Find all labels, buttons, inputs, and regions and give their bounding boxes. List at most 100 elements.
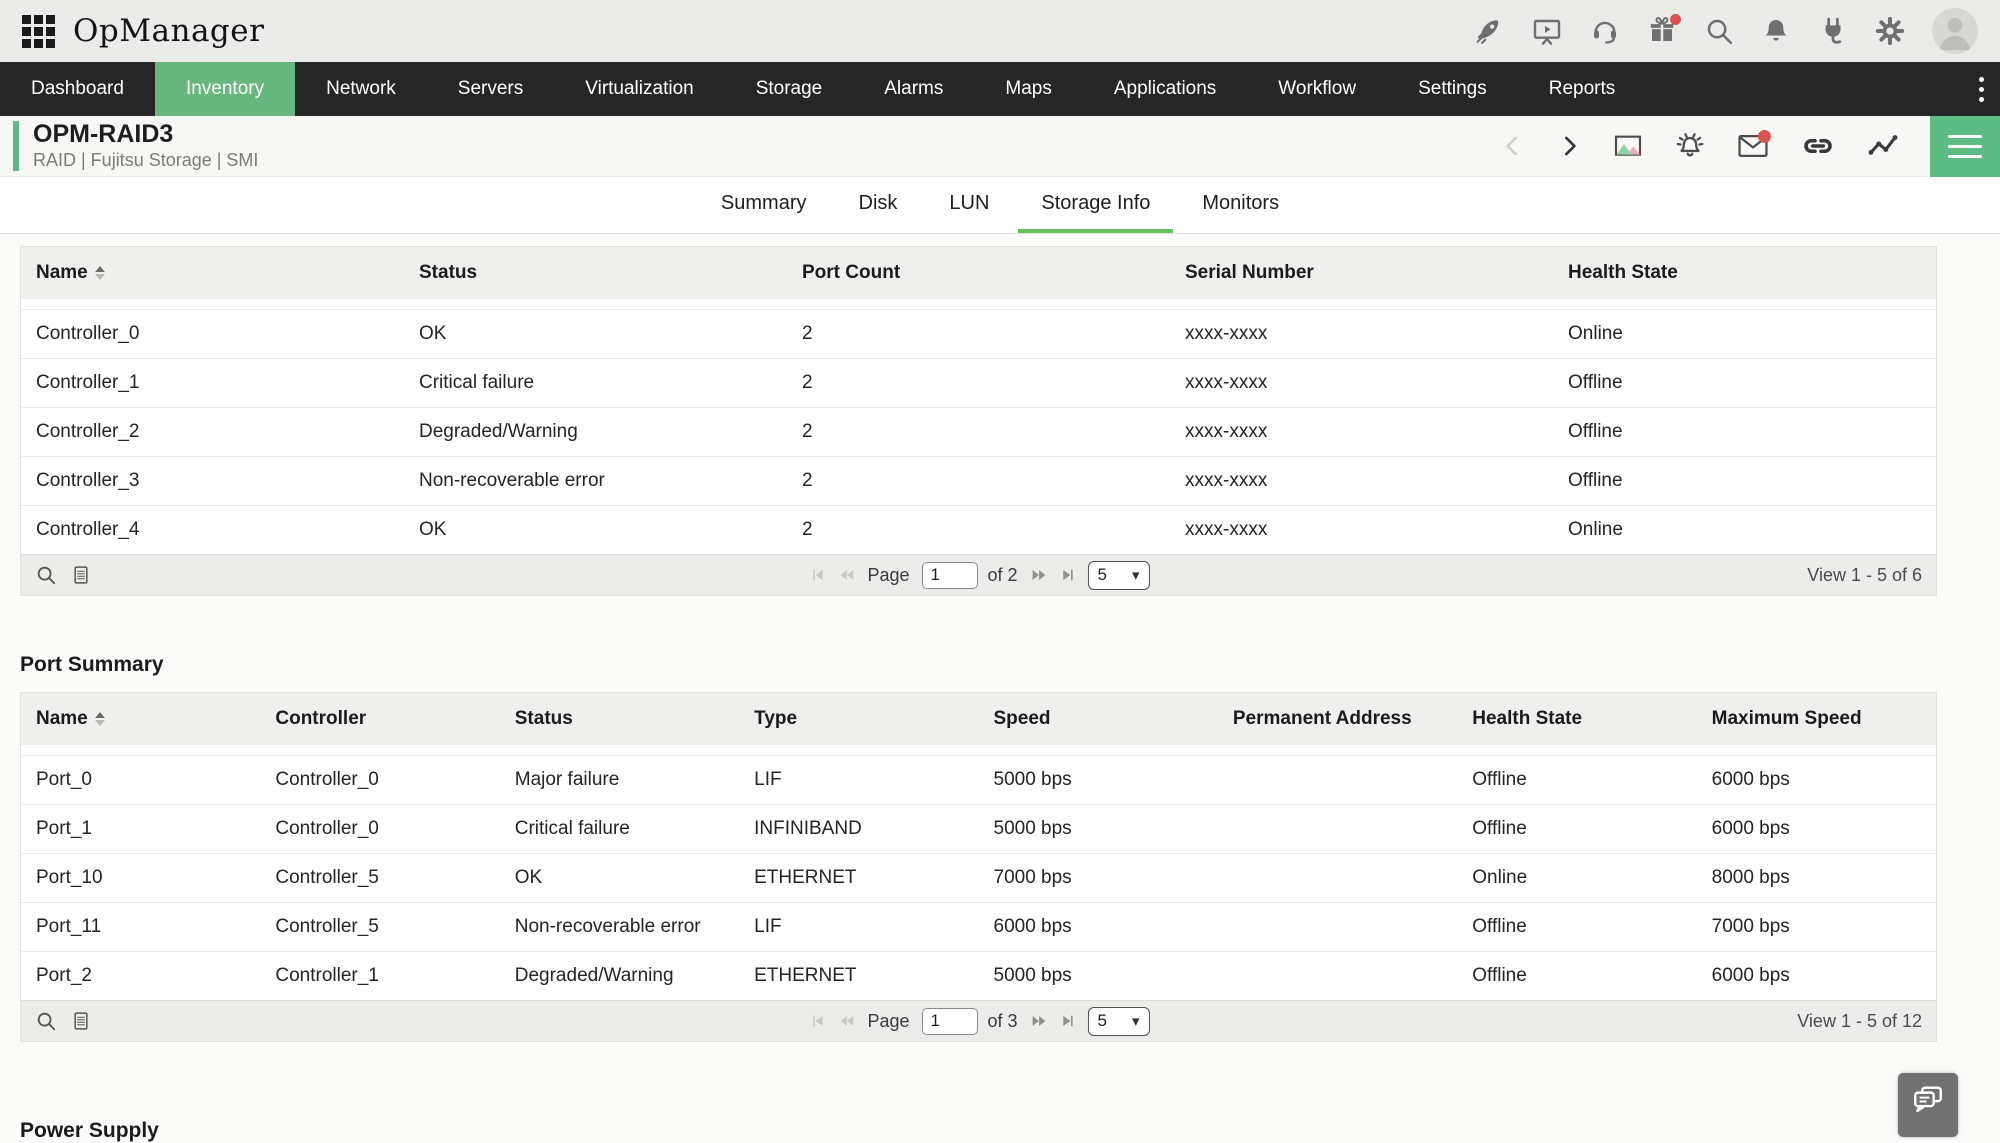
table-search-icon[interactable] xyxy=(35,564,57,586)
next-page-icon[interactable] xyxy=(1028,567,1050,583)
table-row[interactable]: Port_2 Controller_1 Degraded/Warning ETHERN… xyxy=(21,951,1936,1000)
page-of-total: of 3 xyxy=(987,1010,1018,1031)
previous-page-icon[interactable] xyxy=(835,567,857,583)
alarm-bell-icon[interactable] xyxy=(1674,130,1706,162)
cell-name: Port_2 xyxy=(36,965,92,986)
nav-item-workflow[interactable]: Workflow xyxy=(1278,78,1357,99)
column-chooser-icon[interactable] xyxy=(71,564,91,586)
next-device-chevron-icon[interactable] xyxy=(1556,133,1582,159)
cell-health: Online xyxy=(1568,323,1623,344)
nav-item-servers[interactable]: Servers xyxy=(457,78,524,99)
column-header-serial-number[interactable]: Serial Number xyxy=(1185,262,1314,283)
device-menu-hamburger-icon[interactable] xyxy=(1930,115,2000,177)
nav-item-settings[interactable]: Settings xyxy=(1418,78,1487,99)
page-size-select[interactable]: 5 ▾ xyxy=(1087,560,1150,590)
presentation-icon[interactable] xyxy=(1531,15,1563,47)
tab-summary[interactable]: Summary xyxy=(720,191,807,214)
cell-port_count: 2 xyxy=(802,323,813,344)
snapshot-image-icon[interactable] xyxy=(1612,130,1644,162)
nav-item-applications[interactable]: Applications xyxy=(1113,78,1217,99)
cell-max_speed: 8000 bps xyxy=(1711,867,1790,888)
cell-speed: 5000 bps xyxy=(993,769,1072,790)
nav-item-virtualization[interactable]: Virtualization xyxy=(585,78,694,99)
column-header-health-state[interactable]: Health State xyxy=(1472,708,1583,729)
performance-graph-icon[interactable] xyxy=(1866,129,1900,163)
table-row[interactable]: Port_1 Controller_0 Critical failure INFINI… xyxy=(21,804,1936,853)
device-title: OPM-RAID3 xyxy=(33,120,174,149)
column-header-status[interactable]: Status xyxy=(514,708,573,729)
column-header-status[interactable]: Status xyxy=(419,262,478,283)
nav-item-storage[interactable]: Storage xyxy=(755,78,823,99)
page-size-select[interactable]: 5 ▾ xyxy=(1087,1006,1150,1036)
table-search-icon[interactable] xyxy=(35,1010,57,1032)
table-row[interactable]: Port_0 Controller_0 Major failure LIF 5000 b… xyxy=(21,755,1936,804)
cell-health: Offline xyxy=(1568,421,1623,442)
nav-item-alarms[interactable]: Alarms xyxy=(884,78,944,99)
table-row[interactable]: Controller_2 Degraded/Warning 2 xxxx-xxxx Of… xyxy=(21,407,1936,456)
bell-icon[interactable] xyxy=(1761,16,1791,46)
nav-overflow-kebab-icon[interactable] xyxy=(1979,62,1984,116)
page-label: Page xyxy=(867,564,910,585)
column-header-permanent-address[interactable]: Permanent Address xyxy=(1232,708,1412,729)
cell-name: Controller_4 xyxy=(36,519,140,540)
page-number-input[interactable] xyxy=(921,561,978,589)
gear-icon[interactable] xyxy=(1875,16,1905,46)
column-header-speed[interactable]: Speed xyxy=(993,708,1051,729)
column-header-name[interactable]: Name xyxy=(21,708,260,730)
cell-serial: xxxx-xxxx xyxy=(1185,372,1268,393)
table-row[interactable]: Port_10 Controller_5 OK ETHERNET 7000 bps Onl… xyxy=(21,853,1936,902)
column-header-type[interactable]: Type xyxy=(754,708,798,729)
cell-name: Port_0 xyxy=(36,769,92,790)
tab-lun[interactable]: LUN xyxy=(949,191,990,214)
column-header-controller[interactable]: Controller xyxy=(275,708,367,729)
table-row[interactable]: Controller_4 OK 2 xxxx-xxxx Online xyxy=(21,505,1936,554)
page-number-input[interactable] xyxy=(921,1007,978,1035)
column-header-health-state[interactable]: Health State xyxy=(1568,262,1678,283)
cell-controller: Controller_5 xyxy=(275,867,379,888)
tab-monitors[interactable]: Monitors xyxy=(1202,191,1280,214)
column-header-maximum-speed[interactable]: Maximum Speed xyxy=(1711,708,1862,729)
previous-device-chevron-icon[interactable] xyxy=(1500,133,1526,159)
email-envelope-icon[interactable] xyxy=(1736,129,1771,163)
nav-item-maps[interactable]: Maps xyxy=(1005,78,1052,99)
column-header-port-count[interactable]: Port Count xyxy=(802,262,901,283)
first-page-icon[interactable] xyxy=(807,1013,825,1029)
cell-port_count: 2 xyxy=(802,421,813,442)
user-avatar[interactable] xyxy=(1932,8,1978,54)
table-row[interactable]: Controller_1 Critical failure 2 xxxx-xxxx Of… xyxy=(21,358,1936,407)
nav-item-network[interactable]: Network xyxy=(326,78,396,99)
column-header-name[interactable]: Name xyxy=(21,262,404,284)
cell-name: Controller_3 xyxy=(36,470,140,491)
first-page-icon[interactable] xyxy=(807,567,825,583)
view-range-label: View 1 - 5 of 6 xyxy=(1807,564,1922,585)
previous-page-icon[interactable] xyxy=(835,1013,857,1029)
gift-icon[interactable] xyxy=(1647,14,1681,46)
last-page-icon[interactable] xyxy=(1060,1013,1078,1029)
launcher-grid-icon[interactable] xyxy=(22,14,55,48)
tab-storage-info[interactable]: Storage Info xyxy=(1018,177,1174,233)
feedback-chat-button[interactable] xyxy=(1898,1073,1958,1137)
cell-type: ETHERNET xyxy=(754,867,857,888)
table-row[interactable]: Port_11 Controller_5 Non-recoverable error… xyxy=(21,902,1936,951)
cell-serial: xxxx-xxxx xyxy=(1185,323,1268,344)
nav-item-inventory[interactable]: Inventory xyxy=(154,62,296,116)
chat-bubbles-icon xyxy=(1911,1082,1945,1116)
cell-speed: 5000 bps xyxy=(993,965,1072,986)
table-row[interactable]: Controller_0 OK 2 xxxx-xxxx Online xyxy=(21,309,1936,358)
nav-item-reports[interactable]: Reports xyxy=(1548,78,1616,99)
cell-max_speed: 6000 bps xyxy=(1711,769,1790,790)
plug-icon[interactable] xyxy=(1818,16,1848,46)
table-row[interactable]: Controller_3 Non-recoverable error 2 xxxx-x… xyxy=(21,456,1936,505)
tab-disk[interactable]: Disk xyxy=(858,191,898,214)
port-table: Name Controller Status Type Speed Perman… xyxy=(20,692,1937,1042)
nav-item-dashboard[interactable]: Dashboard xyxy=(31,78,124,99)
search-icon[interactable] xyxy=(1704,16,1734,46)
cell-health: Offline xyxy=(1568,470,1623,491)
main-content: Name Status Port Count Serial Number Hea… xyxy=(0,234,2000,1042)
headset-icon[interactable] xyxy=(1590,16,1620,46)
next-page-icon[interactable] xyxy=(1028,1013,1050,1029)
link-chain-icon[interactable] xyxy=(1800,128,1836,164)
column-chooser-icon[interactable] xyxy=(71,1010,91,1032)
last-page-icon[interactable] xyxy=(1060,567,1078,583)
rocket-icon[interactable] xyxy=(1474,16,1504,46)
